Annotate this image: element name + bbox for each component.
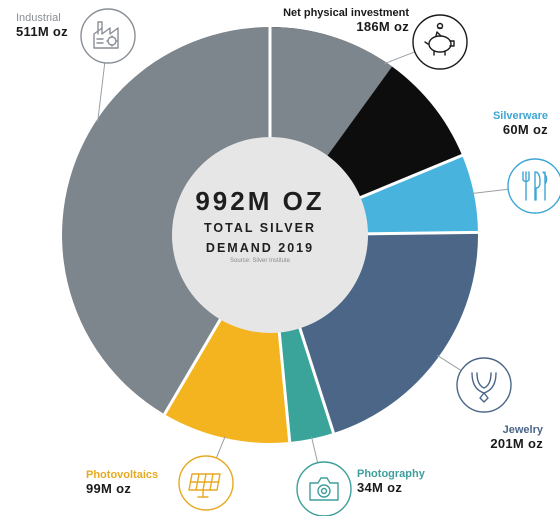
slice-value: 99M oz	[86, 480, 132, 496]
slice-name: Photography	[357, 468, 425, 480]
label-photography: Photography 34M oz	[357, 468, 425, 496]
label-industrial: Industrial 511M oz	[16, 12, 68, 40]
leader-line	[471, 188, 509, 195]
slice-name: Industrial	[16, 12, 61, 24]
leader-line	[436, 354, 462, 371]
slice-value: 201M oz	[490, 435, 543, 451]
slice-value: 60M oz	[502, 121, 548, 137]
solar-panel-icon	[178, 455, 234, 511]
chart-center-text: 992M OZ TOTAL SILVER DEMAND 2019 Source:…	[170, 186, 350, 264]
necklace-icon	[456, 357, 512, 413]
leader-line	[310, 436, 319, 463]
label-photovoltaics: Photovoltaics 99M oz	[86, 469, 158, 497]
camera-icon	[296, 461, 352, 516]
total-label-line1: TOTAL SILVER	[204, 221, 316, 235]
leader-line	[97, 62, 106, 123]
slice-value: 186M oz	[356, 18, 409, 34]
total-value: 992M OZ	[195, 186, 325, 216]
leader-line	[215, 435, 226, 459]
label-net-physical-investment: Net physical investment 186M oz	[283, 7, 409, 35]
slice-name: Silverware	[492, 110, 548, 122]
total-label-line2: DEMAND 2019	[205, 240, 315, 255]
slice-value: 511M oz	[16, 23, 68, 39]
donut-hole	[172, 137, 368, 333]
slice-name: Photovoltaics	[86, 469, 159, 481]
cutlery-icon	[507, 158, 560, 214]
piggy-bank-icon	[412, 14, 468, 70]
slice-name: Net physical investment	[283, 7, 409, 19]
label-silverware: Silverware 60M oz	[493, 110, 548, 138]
leader-line	[384, 51, 416, 65]
factory-icon	[80, 8, 136, 64]
label-jewelry: Jewelry 201M oz	[490, 424, 543, 452]
slice-name: Jewelry	[502, 424, 543, 436]
source-note: Source: Silver Institute	[229, 258, 291, 265]
slice-value: 34M oz	[357, 479, 403, 495]
